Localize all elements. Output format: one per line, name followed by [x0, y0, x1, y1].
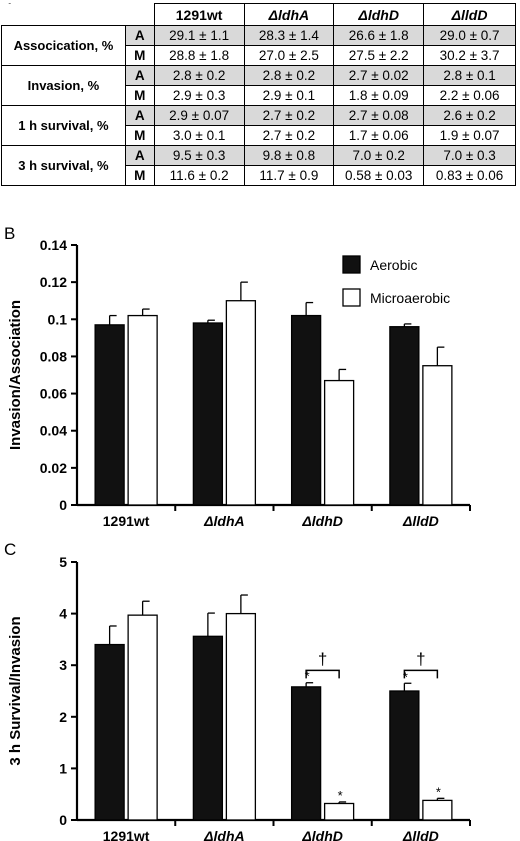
panel-label-c: C	[4, 540, 17, 559]
bar	[94, 643, 125, 821]
bar	[192, 322, 224, 506]
bar	[389, 326, 420, 506]
bar	[225, 612, 257, 821]
condition-label: A	[124, 145, 155, 166]
table-column-header: ΔldhD	[333, 3, 425, 26]
table-cell: 29.1 ± 1.1	[153, 25, 245, 46]
table-cell: 2.8 ± 0.2	[153, 65, 245, 86]
y-tick-label: 0.04	[40, 423, 67, 439]
significance-star: *	[403, 669, 408, 684]
table-column-header: 1291wt	[153, 3, 245, 26]
table-cell: 2.7 ± 0.08	[333, 105, 425, 126]
significance-bracket	[403, 669, 439, 679]
bar	[290, 314, 322, 506]
dagger-marker: †	[318, 649, 327, 668]
table-header-row: 1291wt ΔldhA ΔldhD ΔlldD	[1, 3, 516, 26]
table-row: 1 h survival, % A 2.9 ± 0.07 2.7 ± 0.2 2…	[1, 105, 516, 146]
column-header-text: ΔlldD	[451, 6, 488, 23]
significance-bracket	[305, 669, 340, 679]
y-tick-label: 0.12	[40, 274, 67, 290]
table-cell: 1.9 ± 0.07	[423, 125, 516, 146]
bar	[290, 686, 322, 821]
column-header-text: ΔldhD	[358, 6, 399, 23]
table-cell: 28.3 ± 1.4	[243, 25, 335, 46]
table-row: M 11.6 ± 0.2 11.7 ± 0.9 0.58 ± 0.03 0.83…	[2, 165, 516, 186]
column-header-text: ΔldhA	[268, 6, 310, 23]
bar	[422, 365, 453, 506]
bar	[127, 614, 158, 821]
significance-star: *	[305, 669, 310, 684]
y-axis-label: Invasion/Association	[7, 300, 24, 450]
table-cell: 7.0 ± 0.2	[333, 145, 425, 166]
table-cell: 2.7 ± 0.2	[243, 105, 335, 126]
results-table: 1291wt ΔldhA ΔldhD ΔlldD Assocication, %…	[1, 3, 516, 186]
table-cell: 28.8 ± 1.8	[153, 45, 245, 66]
x-tick-label: 1291wt	[103, 513, 150, 529]
y-tick-label: 1	[59, 760, 67, 776]
legend-swatch	[342, 288, 361, 307]
panel-label-b: B	[4, 224, 16, 243]
legend-swatch	[342, 255, 361, 274]
y-tick-label: 0.08	[40, 348, 67, 364]
bar	[192, 635, 224, 821]
significance-star: *	[338, 788, 343, 803]
x-tick-label: ΔlldD	[402, 513, 439, 529]
table-cell: 9.5 ± 0.3	[153, 145, 245, 166]
y-tick-label: 4	[59, 606, 67, 622]
table-cell: 26.6 ± 1.8	[333, 25, 425, 46]
table-row: Invasion, % A 2.8 ± 0.2 2.8 ± 0.2 2.7 ± …	[1, 65, 516, 106]
table-cell: 2.9 ± 0.3	[153, 85, 245, 106]
condition-label: A	[124, 65, 155, 86]
y-tick-label: 3	[59, 657, 67, 673]
y-tick-label: 0.1	[48, 311, 68, 327]
row-label: 3 h survival, %	[1, 145, 126, 186]
y-tick-label: 5	[59, 554, 67, 570]
y-tick-label: 0	[59, 497, 67, 513]
table-cell: 29.0 ± 0.7	[423, 25, 516, 46]
table-corner	[1, 3, 155, 26]
bar	[389, 690, 420, 821]
bar	[422, 799, 453, 821]
bar	[127, 314, 158, 506]
table-row: 3 h survival, % A 9.5 ± 0.3 9.8 ± 0.8 7.…	[1, 145, 516, 186]
y-tick-label: 2	[59, 709, 67, 725]
table-cell: 2.9 ± 0.07	[153, 105, 245, 126]
table-cell: 2.7 ± 0.02	[333, 65, 425, 86]
table-cell: 2.8 ± 0.2	[243, 65, 335, 86]
row-label: Invasion, %	[1, 65, 126, 106]
significance-star: *	[436, 784, 441, 799]
table-cell: 9.8 ± 0.8	[243, 145, 335, 166]
row-label: 1 h survival, %	[1, 105, 126, 146]
y-tick-label: 0.02	[40, 460, 67, 476]
x-tick-label: ΔlldD	[402, 828, 439, 841]
table-cell: 2.8 ± 0.1	[423, 65, 516, 86]
bar	[323, 379, 355, 506]
x-tick-label: ΔldhA	[203, 513, 245, 529]
table-cell: 7.0 ± 0.3	[423, 145, 516, 166]
legend-label: Microaerobic	[370, 290, 450, 306]
table-row: Assocication, % A 29.1 ± 1.1 28.3 ± 1.4 …	[1, 25, 516, 66]
table-cell: 0.83 ± 0.06	[423, 165, 516, 186]
table-cell: 11.7 ± 0.9	[243, 165, 335, 186]
x-tick-label: ΔldhA	[203, 828, 245, 841]
x-tick-label: 1291wt	[103, 828, 150, 841]
y-tick-label: 0.14	[40, 237, 67, 253]
dagger-marker: †	[416, 649, 425, 668]
table-cell: 11.6 ± 0.2	[153, 165, 245, 186]
legend-label: Aerobic	[370, 257, 417, 273]
bar	[94, 324, 125, 506]
table-cell: 2.6 ± 0.2	[423, 105, 516, 126]
condition-label: M	[124, 165, 155, 186]
x-tick-label: ΔldhD	[301, 513, 343, 529]
x-tick-label: ΔldhD	[301, 828, 343, 841]
y-tick-label: 0.06	[40, 386, 67, 402]
y-tick-label: 0	[59, 812, 67, 828]
table-column-header: ΔlldD	[423, 3, 516, 26]
bar	[323, 802, 355, 821]
bar	[225, 300, 257, 506]
y-axis-label: 3 h Survival/Invasion	[7, 616, 24, 765]
